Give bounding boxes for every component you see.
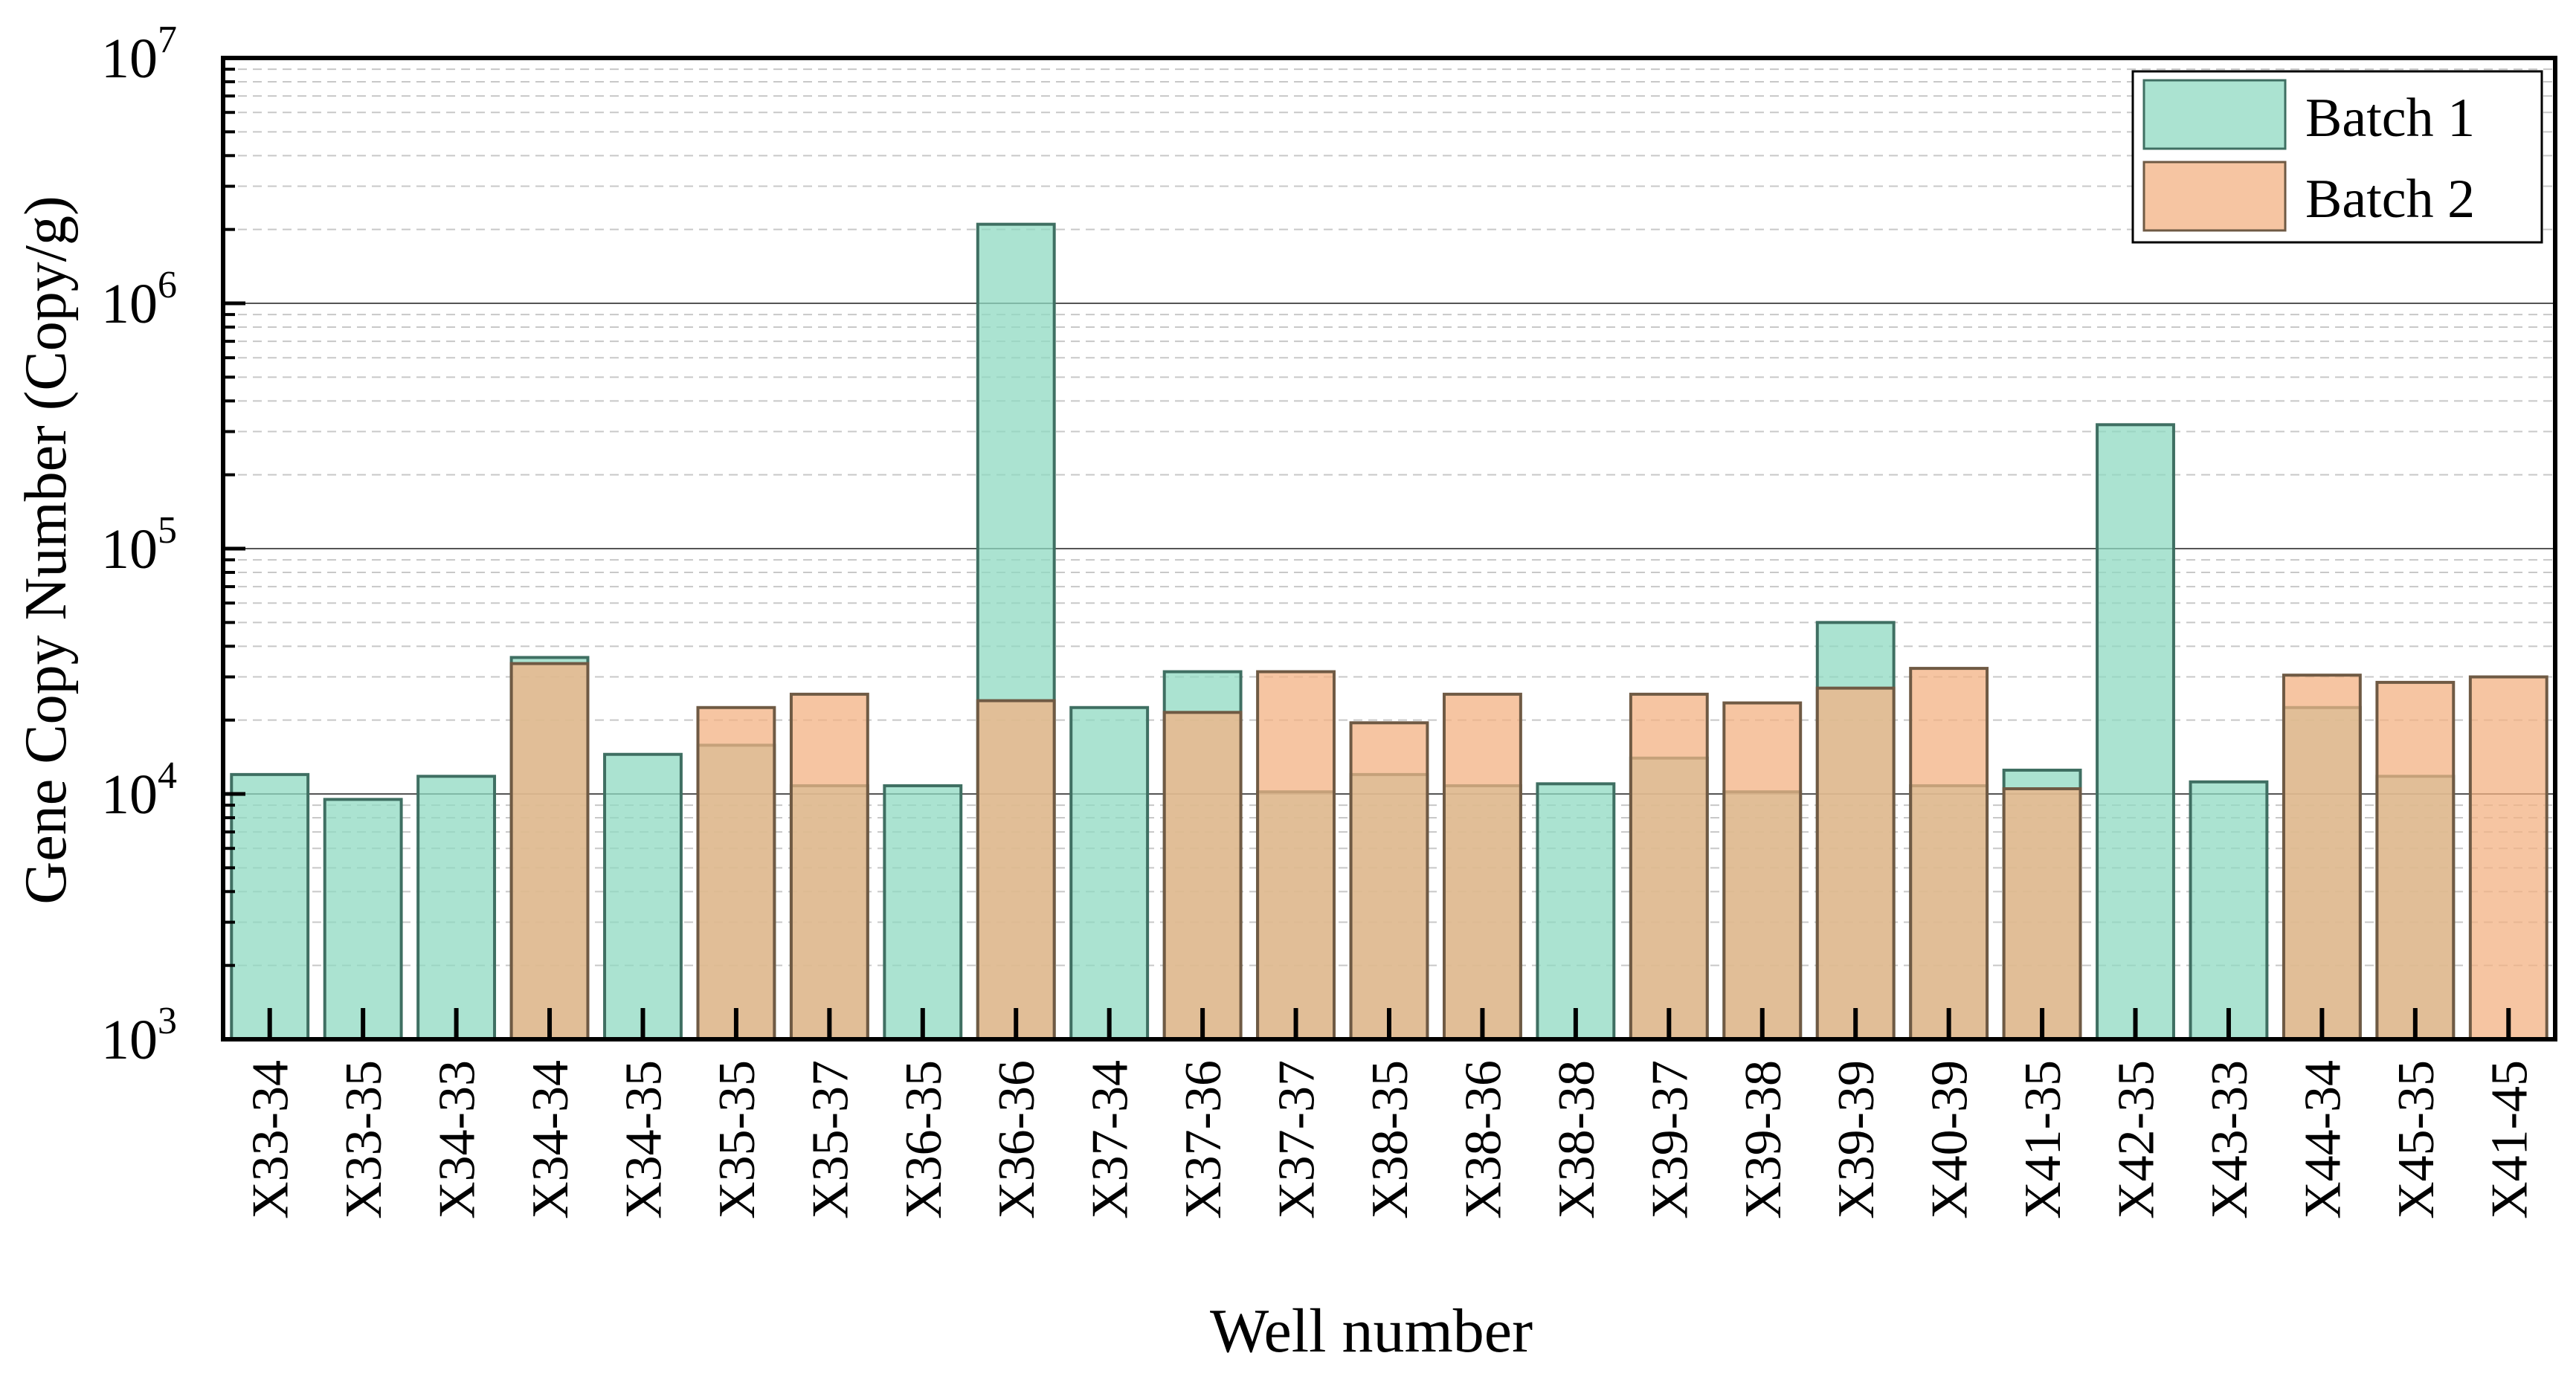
x-tick-label: X37-36 [1175,1060,1232,1219]
bar-batch-2-x39-37 [1629,692,1709,1041]
x-tick-label: X38-36 [1455,1060,1512,1219]
x-tick-label: X36-36 [988,1060,1046,1219]
bar-batch-2-x39-39 [1815,686,1896,1041]
y-tick-label: 107 [101,19,177,90]
y-axis-label: Gene Copy Number (Copy/g) [13,196,79,904]
bar-batch-2-x41-35 [2002,787,2082,1041]
bar-batch-2-x38-35 [1349,721,1429,1041]
bar-batch-1-x33-34 [230,772,310,1041]
bar-batch-2-x36-36 [976,699,1056,1041]
legend: Batch 1 Batch 2 [2131,70,2543,244]
legend-label-batch-1: Batch 1 [2305,88,2475,149]
bar-batch-1-x38-38 [1536,782,1616,1041]
bar-batch-1-x34-33 [416,775,497,1041]
legend-label-batch-2: Batch 2 [2305,169,2475,230]
bar-batch-2-x35-37 [789,692,869,1041]
bar-batch-2-x44-34 [2282,674,2362,1041]
bar-batch-1-x34-35 [603,752,683,1041]
y-tick-label: 106 [101,264,177,335]
x-tick-label: X42-35 [2108,1060,2166,1219]
x-tick-labels: X33-34 X33-35 X34-33 X34-34 X34-35 X35-35 X35-… [242,1060,2539,1219]
bars [230,222,2548,1041]
x-tick-label: X41-45 [2481,1060,2538,1219]
x-tick-label: X37-34 [1082,1060,1139,1219]
x-tick-label: X33-35 [335,1060,393,1219]
bar-batch-2-x35-35 [696,705,776,1041]
x-tick-label: X43-33 [2201,1060,2258,1219]
x-tick-label: X38-38 [1548,1060,1606,1219]
x-axis-label: Well number [1210,1296,1533,1366]
y-tick-label: 104 [101,755,177,826]
bar-batch-1-x36-35 [883,784,963,1041]
x-tick-label: X39-38 [1735,1060,1792,1219]
x-tick-label: X35-35 [709,1060,766,1219]
x-tick-label: X33-34 [242,1060,300,1219]
bar-batch-1-x37-34 [1069,705,1150,1041]
y-tick-label: 103 [101,1000,177,1071]
bar-batch-2-x37-36 [1162,711,1243,1041]
x-tick-label: X39-37 [1641,1060,1698,1219]
x-tick-label: X34-35 [615,1060,672,1219]
bar-batch-2-x39-38 [1722,701,1803,1041]
x-tick-label: X34-34 [522,1060,579,1219]
x-tick-label: X34-33 [429,1060,486,1219]
legend-swatch-batch-2 [2142,161,2287,232]
bar-batch-2-x34-34 [509,662,590,1041]
bar-batch-2-x38-36 [1443,692,1522,1041]
legend-swatch-batch-1 [2142,79,2287,150]
x-tick-label: X41-35 [2015,1060,2072,1219]
axes [221,56,2557,1041]
x-tick-label: X38-35 [1362,1060,1419,1219]
bar-batch-1-x42-35 [2096,423,2175,1041]
x-tick-label: X37-37 [1269,1060,1326,1219]
x-tick-label: X35-37 [802,1060,859,1219]
bar-batch-2-x45-35 [2375,680,2456,1041]
x-tick-label: X40-39 [1922,1060,1979,1219]
x-tick-label: X44-34 [2294,1060,2351,1219]
y-tick-labels: 103 104 105 106 107 [101,19,177,1071]
bar-batch-2-x37-37 [1256,670,1336,1041]
x-tick-label: X36-35 [895,1060,953,1219]
bar-batch-2-x40-39 [1909,667,1989,1041]
y-tick-label: 105 [101,509,177,581]
bar-batch-1-x33-35 [323,798,403,1041]
x-tick-label: X45-35 [2388,1060,2445,1219]
x-tick-label: X39-39 [1828,1060,1885,1219]
bar-batch-2-x41-45 [2468,675,2548,1041]
bar-batch-1-x43-33 [2189,780,2269,1041]
